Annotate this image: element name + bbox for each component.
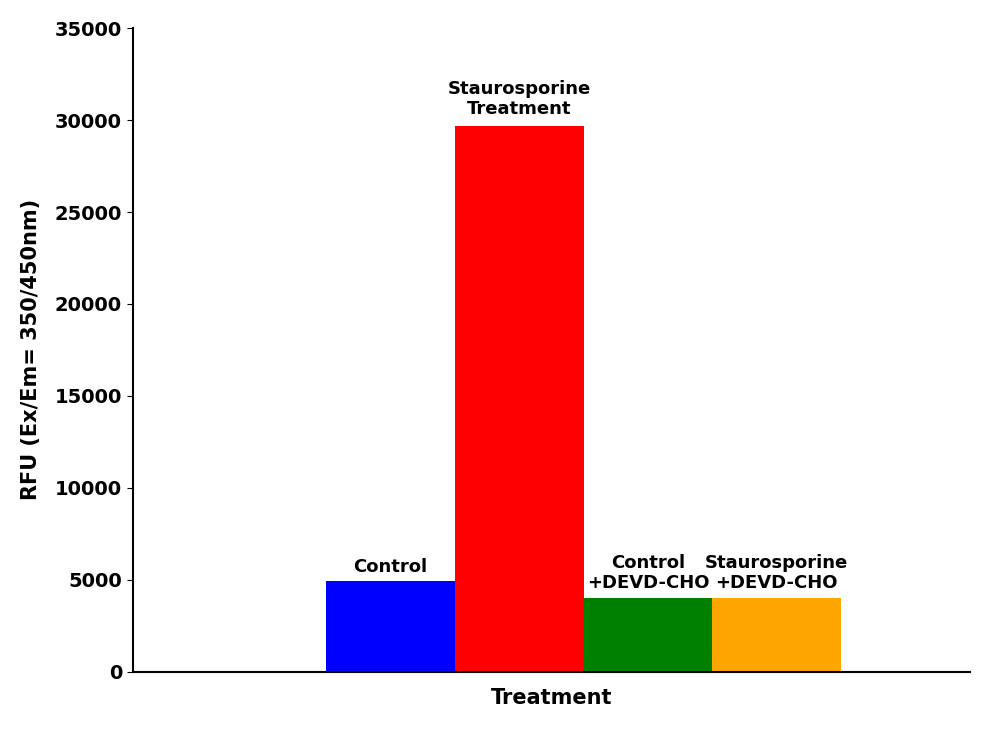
Bar: [713, 598, 841, 671]
Text: Staurosporine
Treatment: Staurosporine Treatment: [448, 79, 591, 118]
Bar: [326, 582, 455, 671]
Text: Control
+DEVD-CHO: Control +DEVD-CHO: [587, 554, 710, 593]
Y-axis label: RFU (Ex/Em= 350/450nm): RFU (Ex/Em= 350/450nm): [21, 199, 41, 501]
Bar: [584, 598, 713, 671]
X-axis label: Treatment: Treatment: [491, 688, 612, 708]
Text: Control: Control: [353, 558, 427, 576]
Text: Staurosporine
+DEVD-CHO: Staurosporine +DEVD-CHO: [706, 554, 848, 593]
Bar: [455, 125, 584, 671]
